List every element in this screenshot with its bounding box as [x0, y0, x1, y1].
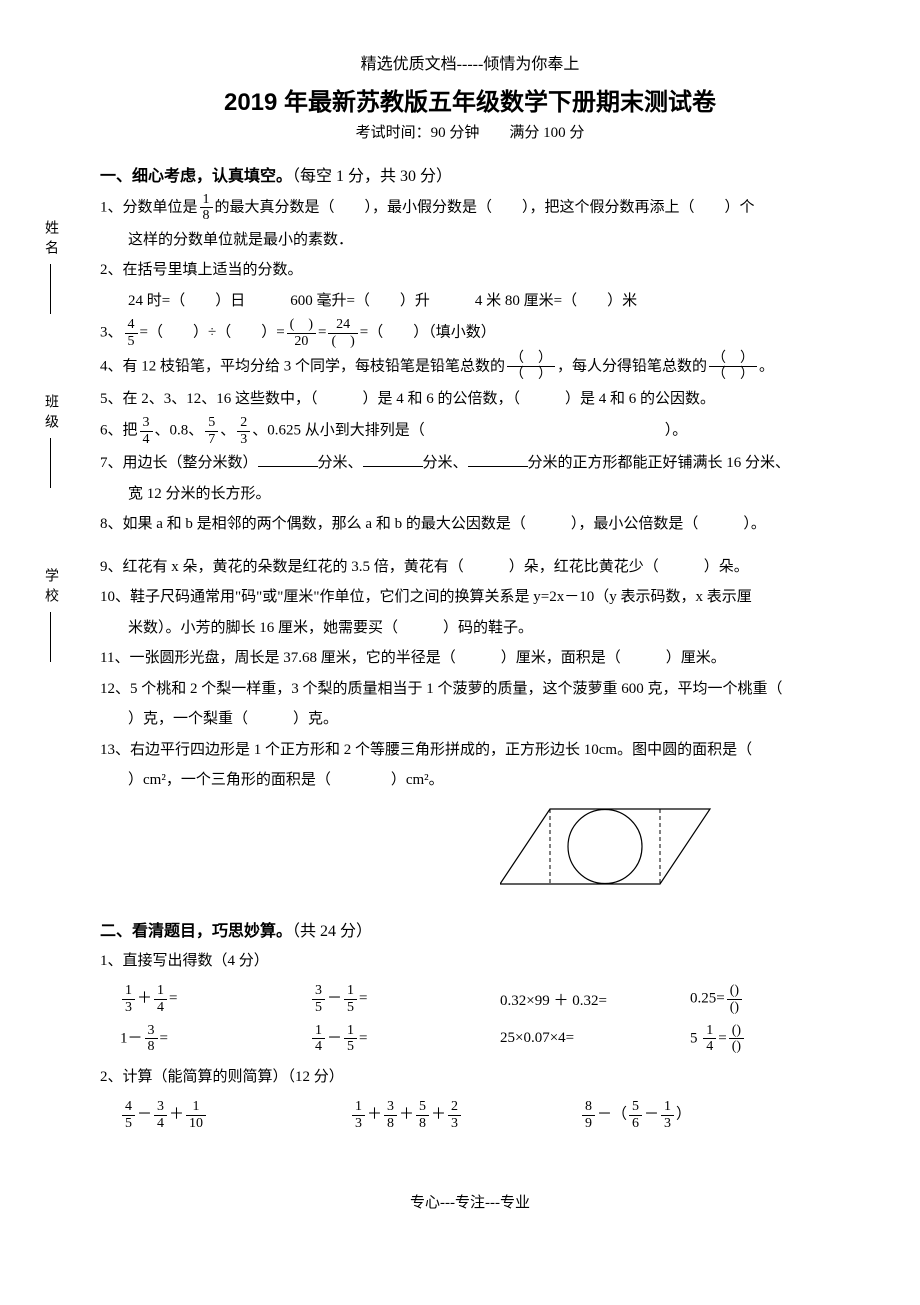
q11: 11、一张圆形光盘，周长是 37.68 厘米，它的半径是（ ）厘米，面积是（ ）… [100, 644, 840, 673]
section1-heading: 一、细心考虑，认真填空。（每空 1 分，共 30 分） [100, 162, 840, 186]
section2-heading: 二、看清题目，巧思妙算。（共 24 分） [100, 917, 840, 941]
calc-9: 45－34＋110 [120, 1099, 260, 1131]
calc-row-3: 45－34＋110 13＋38＋58＋23 89－（56－13） [120, 1099, 840, 1131]
q10-cont: 米数）。小芳的脚长 16 厘米，她需要买（ ）码的鞋子。 [100, 614, 840, 643]
q6: 6、把34、0.8、57、23、0.625 从小到大排列是（ ）。 [100, 415, 840, 447]
q2: 2、在括号里填上适当的分数。 [100, 256, 840, 285]
calc-10: 13＋38＋58＋23 [350, 1099, 490, 1131]
calc-row-1: 13＋14= 35－15= 0.32×99 ＋ 0.32= 0.25=()() [120, 983, 840, 1015]
q8: 8、如果 a 和 b 是相邻的两个偶数，那么 a 和 b 的最大公因数是（ ），… [100, 510, 840, 539]
q2-items: 24 时=（ ）日 600 毫升=（ ）升 4 米 80 厘米=（ ）米 [100, 287, 840, 316]
calc-5: 1－38= [120, 1023, 260, 1055]
q7: 7、用边长（整分米数）分米、分米、分米的正方形都能正好铺满长 16 分米、 [100, 449, 840, 478]
q10: 10、鞋子尺码通常用"码"或"厘米"作单位，它们之间的换算关系是 y=2x－10… [100, 583, 840, 612]
q4: 4、有 12 枝铅笔，平均分给 3 个同学，每枝铅笔是铅笔总数的（ ）（ ），每… [100, 351, 840, 383]
q13-cont: ）cm²，一个三角形的面积是（ ）cm²。 [100, 766, 840, 795]
page-footer: 专心---专注---专业 [100, 1191, 840, 1212]
q9: 9、红花有 x 朵，黄花的朵数是红花的 3.5 倍，黄花有（ ）朵，红花比黄花少… [100, 553, 840, 582]
calc-row-2: 1－38= 14－15= 25×0.07×4= 5 14=()() [120, 1023, 840, 1055]
calc-4: 0.25=()() [690, 983, 830, 1015]
q12-cont: ）克，一个梨重（ ）克。 [100, 705, 840, 734]
parallelogram-figure [500, 799, 840, 899]
calc-6: 14－15= [310, 1023, 450, 1055]
q12: 12、5 个桃和 2 个梨一样重，3 个梨的质量相当于 1 个菠萝的质量，这个菠… [100, 675, 840, 704]
page-header: 精选优质文档-----倾情为你奉上 [100, 50, 840, 74]
exam-subtitle: 考试时间：90 分钟 满分 100 分 [100, 121, 840, 142]
exam-title: 2019 年最新苏教版五年级数学下册期末测试卷 [100, 82, 840, 117]
q5: 5、在 2、3、12、16 这些数中，（ ）是 4 和 6 的公倍数，（ ）是 … [100, 385, 840, 414]
calc-1: 13＋14= [120, 983, 260, 1015]
calc-3: 0.32×99 ＋ 0.32= [500, 989, 640, 1010]
q3: 3、45=（ ）÷（ ）=( )20=24( )=（ ）（填小数） [100, 317, 840, 349]
calc-8: 5 14=()() [690, 1023, 830, 1055]
sub2-1: 1、直接写出得数（4 分） [100, 947, 840, 976]
calc-2: 35－15= [310, 983, 450, 1015]
sub2-2: 2、计算（能简算的则简算）（12 分） [100, 1063, 840, 1092]
q1-cont: 这样的分数单位就是最小的素数． [100, 226, 840, 255]
q13: 13、右边平行四边形是 1 个正方形和 2 个等腰三角形拼成的，正方形边长 10… [100, 736, 840, 765]
exam-page: 精选优质文档-----倾情为你奉上 2019 年最新苏教版五年级数学下册期末测试… [0, 0, 920, 1252]
q1: 1、分数单位是18的最大真分数是（ ），最小假分数是（ ），把这个假分数再添上（… [100, 192, 840, 224]
calc-11: 89－（56－13） [580, 1099, 720, 1131]
calc-7: 25×0.07×4= [500, 1030, 640, 1047]
q7-cont: 宽 12 分米的长方形。 [100, 480, 840, 509]
